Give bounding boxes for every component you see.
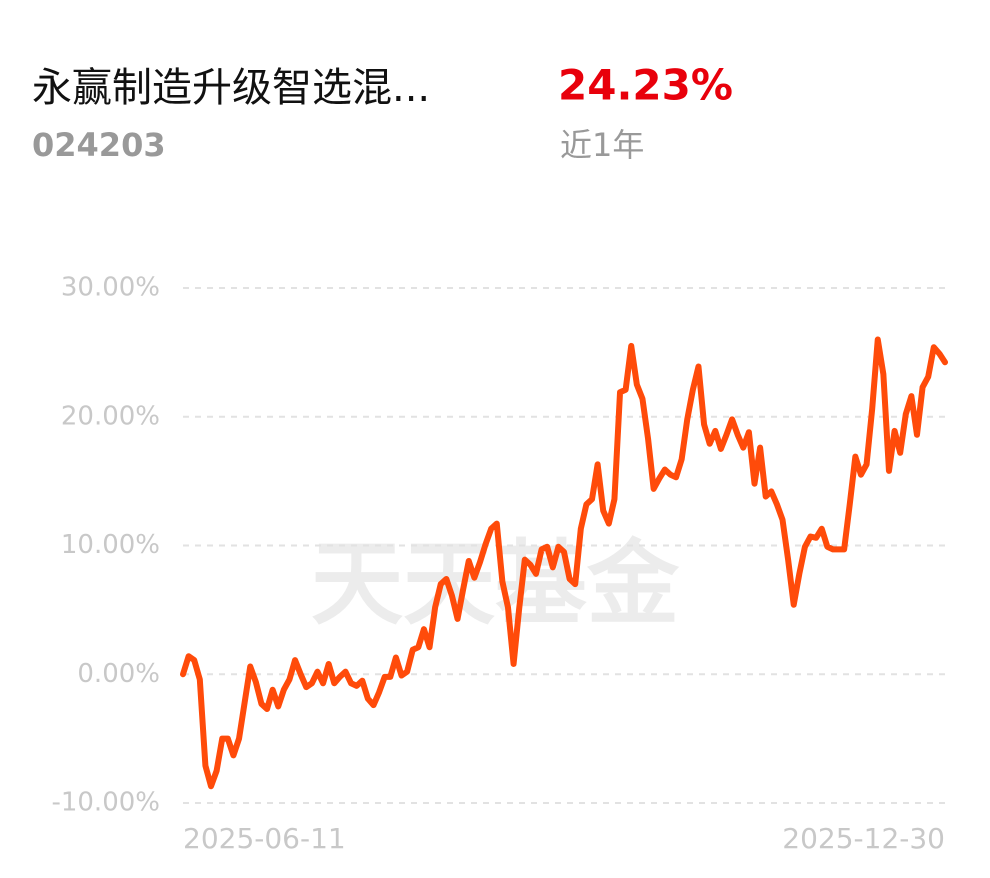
line [180, 336, 948, 790]
fund-code: 024203 [32, 126, 166, 164]
y-tick-label: 30.00% [61, 273, 160, 303]
return: 24.23% [558, 61, 733, 110]
watermark: 天天基金 [311, 530, 680, 637]
period: 近1年 [560, 126, 644, 164]
y-tick-label: 10.00% [61, 530, 160, 560]
x-tick-label: 2025-12-30 [782, 822, 945, 855]
y-tick-label: 20.00% [61, 401, 160, 431]
x-tick-label: 2025-06-11 [183, 822, 346, 855]
y-tick-label: -10.00% [51, 788, 160, 818]
fund-name: 永赢制造升级智选混... [32, 65, 430, 111]
y-tick-label: 0.00% [77, 659, 160, 689]
